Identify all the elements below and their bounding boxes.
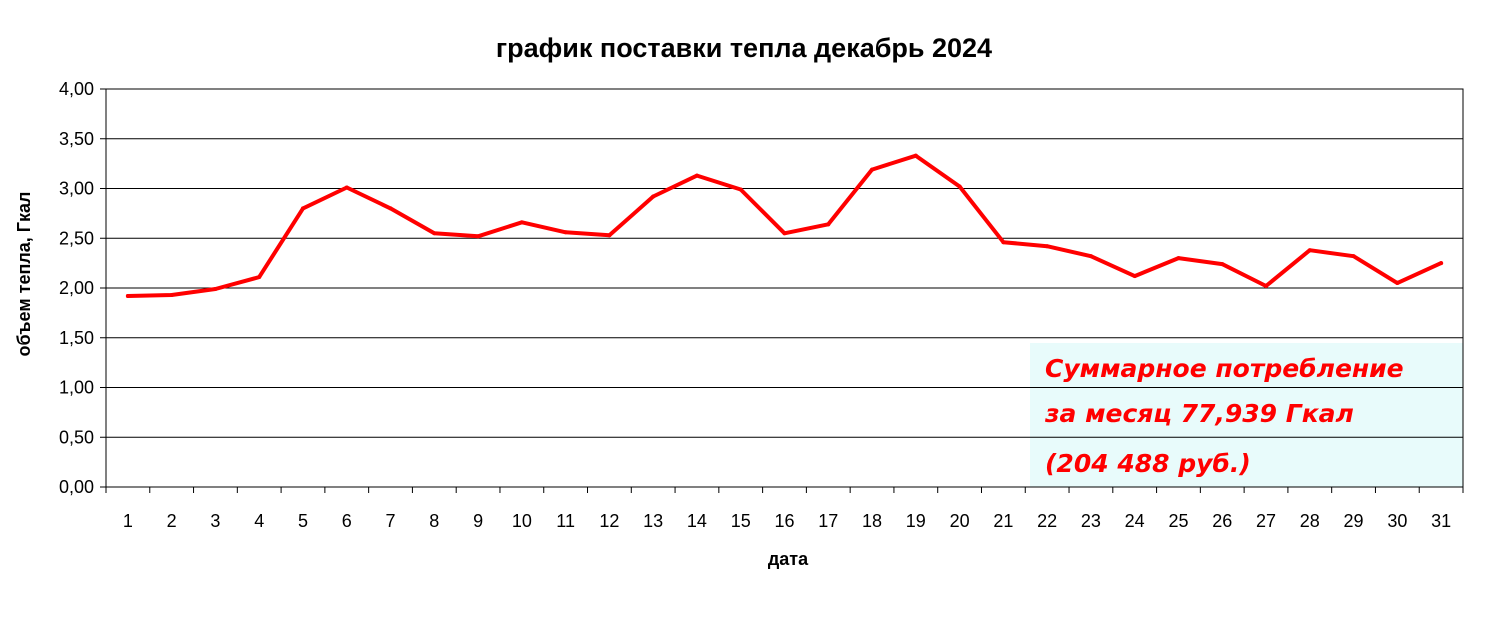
x-tick-label: 5 bbox=[298, 511, 308, 531]
x-axis-label: дата bbox=[768, 549, 809, 569]
data-point bbox=[476, 234, 481, 239]
chart-title: график поставки тепла декабрь 2024 bbox=[496, 33, 992, 63]
x-tick-label: 10 bbox=[512, 511, 532, 531]
data-point bbox=[1001, 240, 1006, 245]
y-tick-label: 1,50 bbox=[59, 328, 94, 348]
x-tick-label: 8 bbox=[429, 511, 439, 531]
x-tick-label: 30 bbox=[1387, 511, 1407, 531]
x-tick-label: 3 bbox=[210, 511, 220, 531]
x-tick-label: 25 bbox=[1168, 511, 1188, 531]
annotation-line-3: (204 488 руб.) bbox=[1045, 449, 1251, 478]
data-point bbox=[694, 173, 699, 178]
data-point bbox=[1351, 254, 1356, 259]
series-line bbox=[125, 153, 1444, 298]
data-point bbox=[519, 220, 524, 225]
data-point bbox=[913, 153, 918, 158]
y-tick-label: 0,00 bbox=[59, 477, 94, 497]
x-tick-label: 6 bbox=[342, 511, 352, 531]
x-tick-label: 28 bbox=[1300, 511, 1320, 531]
data-point bbox=[388, 206, 393, 211]
x-tick-label: 20 bbox=[950, 511, 970, 531]
x-tick-label: 29 bbox=[1344, 511, 1364, 531]
data-point bbox=[1264, 284, 1269, 289]
x-tick-label: 14 bbox=[687, 511, 707, 531]
data-point bbox=[1307, 248, 1312, 253]
data-point bbox=[957, 184, 962, 189]
x-tick-label: 19 bbox=[906, 511, 926, 531]
data-point bbox=[300, 206, 305, 211]
data-point bbox=[213, 286, 218, 291]
x-tick-label: 16 bbox=[774, 511, 794, 531]
data-point bbox=[1220, 262, 1225, 267]
x-tick-label: 4 bbox=[254, 511, 264, 531]
x-tick-label: 7 bbox=[386, 511, 396, 531]
annotation: Суммарное потребление за месяц 77,939 Гк… bbox=[1044, 354, 1404, 478]
x-tick-label: 21 bbox=[993, 511, 1013, 531]
y-tick-label: 0,50 bbox=[59, 427, 94, 447]
data-point bbox=[1045, 244, 1050, 249]
data-point bbox=[651, 194, 656, 199]
y-axis-label: объем тепла, Гкал bbox=[14, 192, 34, 357]
annotation-background bbox=[1030, 343, 1463, 487]
annotation-line-2: за месяц 77,939 Гкал bbox=[1044, 399, 1354, 428]
data-point bbox=[125, 293, 130, 298]
y-tick-label: 3,50 bbox=[59, 129, 94, 149]
x-tick-label: 13 bbox=[643, 511, 663, 531]
x-tick-label: 12 bbox=[599, 511, 619, 531]
x-tick-label: 11 bbox=[556, 511, 575, 531]
data-point bbox=[870, 167, 875, 172]
gridlines bbox=[106, 138, 1463, 438]
data-point bbox=[257, 275, 262, 280]
data-point bbox=[738, 187, 743, 192]
x-tick-label: 31 bbox=[1431, 511, 1451, 531]
x-axis-ticks: 1 2 3 4 5 6 7 8 9 10 11 12 13 14 15 16 17 18 19 20 21 22 23 24 2… bbox=[105, 487, 1464, 531]
data-point bbox=[344, 185, 349, 190]
data-point bbox=[1395, 281, 1400, 286]
data-point bbox=[563, 230, 568, 235]
x-tick-label: 26 bbox=[1212, 511, 1232, 531]
data-point bbox=[169, 292, 174, 297]
x-tick-label: 1 bbox=[123, 511, 133, 531]
data-point bbox=[607, 233, 612, 238]
data-point bbox=[782, 231, 787, 236]
data-point bbox=[1132, 274, 1137, 279]
x-tick-label: 17 bbox=[818, 511, 838, 531]
x-tick-label: 18 bbox=[862, 511, 882, 531]
y-tick-label: 2,00 bbox=[59, 278, 94, 298]
data-point bbox=[1439, 261, 1444, 266]
annotation-line-1: Суммарное потребление bbox=[1045, 354, 1404, 383]
x-tick-label: 24 bbox=[1125, 511, 1145, 531]
x-tick-label: 23 bbox=[1081, 511, 1101, 531]
x-tick-label: 2 bbox=[167, 511, 177, 531]
x-tick-label: 27 bbox=[1256, 511, 1276, 531]
x-tick-label: 22 bbox=[1037, 511, 1057, 531]
y-axis-ticks: 0,00 0,50 1,00 1,50 2,00 2,50 3,00 3,50 4,00 bbox=[59, 79, 106, 497]
y-tick-label: 2,50 bbox=[59, 228, 94, 248]
data-point bbox=[1176, 256, 1181, 261]
y-tick-label: 4,00 bbox=[59, 79, 94, 99]
x-tick-label: 15 bbox=[731, 511, 751, 531]
data-point bbox=[1088, 254, 1093, 259]
y-tick-label: 1,00 bbox=[59, 378, 94, 398]
data-point bbox=[826, 222, 831, 227]
y-tick-label: 3,00 bbox=[59, 179, 94, 199]
x-tick-label: 9 bbox=[473, 511, 483, 531]
data-point bbox=[432, 231, 437, 236]
